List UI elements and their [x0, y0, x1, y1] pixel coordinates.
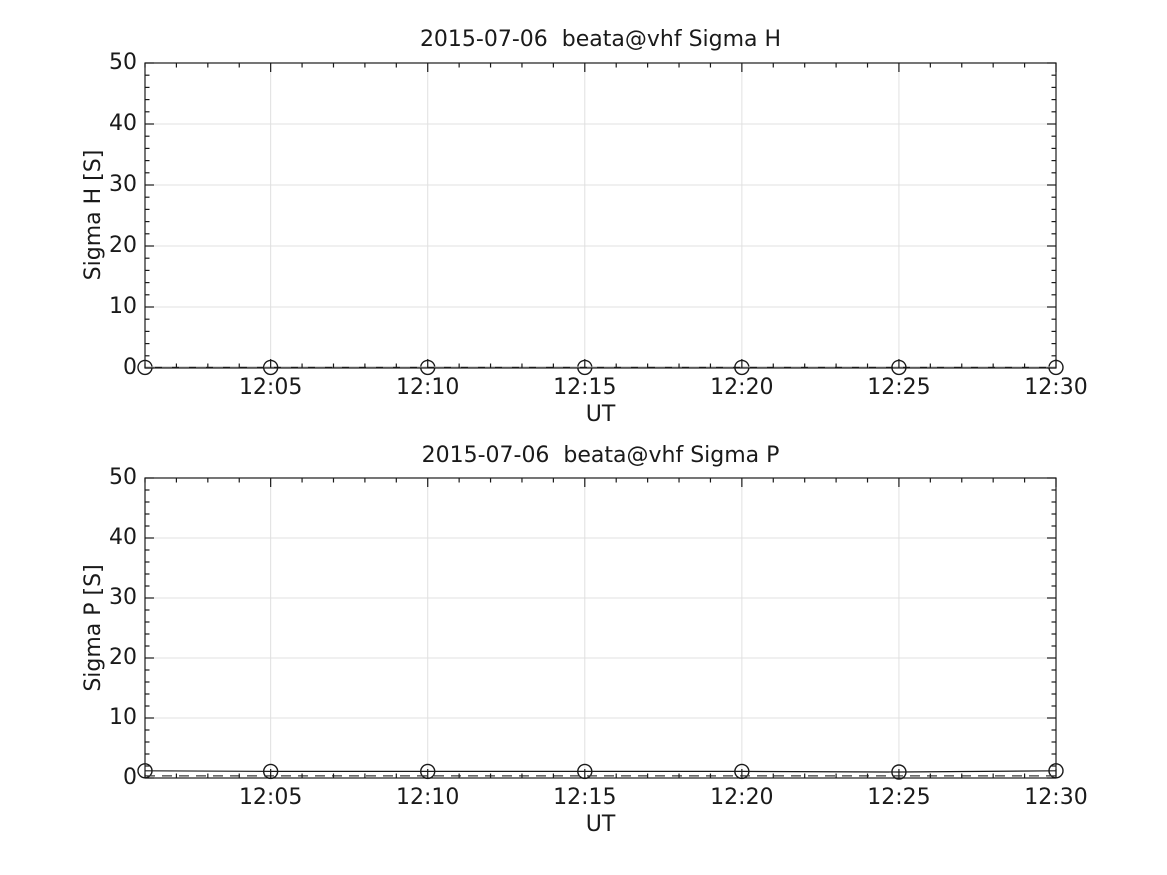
- y-tick-label: 20: [109, 233, 137, 258]
- x-tick-label: 12:05: [238, 785, 303, 810]
- x-tick-label: 12:05: [238, 375, 303, 400]
- y-axis-label-sigma-p: Sigma P [S]: [81, 564, 106, 692]
- plot-title-sigma-h: 2015-07-06 beata@vhf Sigma H: [419, 27, 782, 52]
- data-marker-circle: [891, 764, 907, 780]
- x-tick-label: 12:10: [396, 375, 460, 400]
- y-tick-label: 0: [123, 765, 137, 790]
- y-tick-label: 30: [109, 172, 137, 197]
- y-tick-label: 10: [109, 294, 137, 319]
- y-axis-label-sigma-h: Sigma H [S]: [81, 149, 106, 281]
- axes-border: [144, 477, 1057, 779]
- x-tick-label: 12:25: [867, 785, 931, 810]
- y-tick-label: 0: [123, 355, 137, 380]
- x-tick-label: 12:20: [710, 785, 774, 810]
- axes-border: [144, 62, 1057, 369]
- x-axis-label-sigma-h: UT: [585, 402, 616, 427]
- x-tick-label: 12:25: [867, 375, 931, 400]
- y-tick-label: 50: [109, 465, 137, 490]
- x-tick-label: 12:10: [396, 785, 460, 810]
- y-tick-label: 40: [109, 111, 137, 136]
- y-tick-label: 10: [109, 705, 137, 730]
- x-tick-label: 12:15: [553, 375, 617, 400]
- x-tick-label: 12:20: [710, 375, 774, 400]
- x-tick-label: 12:15: [553, 785, 617, 810]
- x-tick-label: 12:30: [1024, 785, 1088, 810]
- plot-title-sigma-p: 2015-07-06 beata@vhf Sigma P: [421, 443, 780, 468]
- y-tick-label: 30: [109, 585, 137, 610]
- x-axis-label-sigma-p: UT: [585, 812, 616, 837]
- y-tick-label: 20: [109, 645, 137, 670]
- y-tick-label: 40: [109, 525, 137, 550]
- sigma-p-markers-line-line: [144, 770, 1057, 773]
- y-tick-label: 50: [109, 50, 137, 75]
- x-tick-label: 12:30: [1024, 375, 1088, 400]
